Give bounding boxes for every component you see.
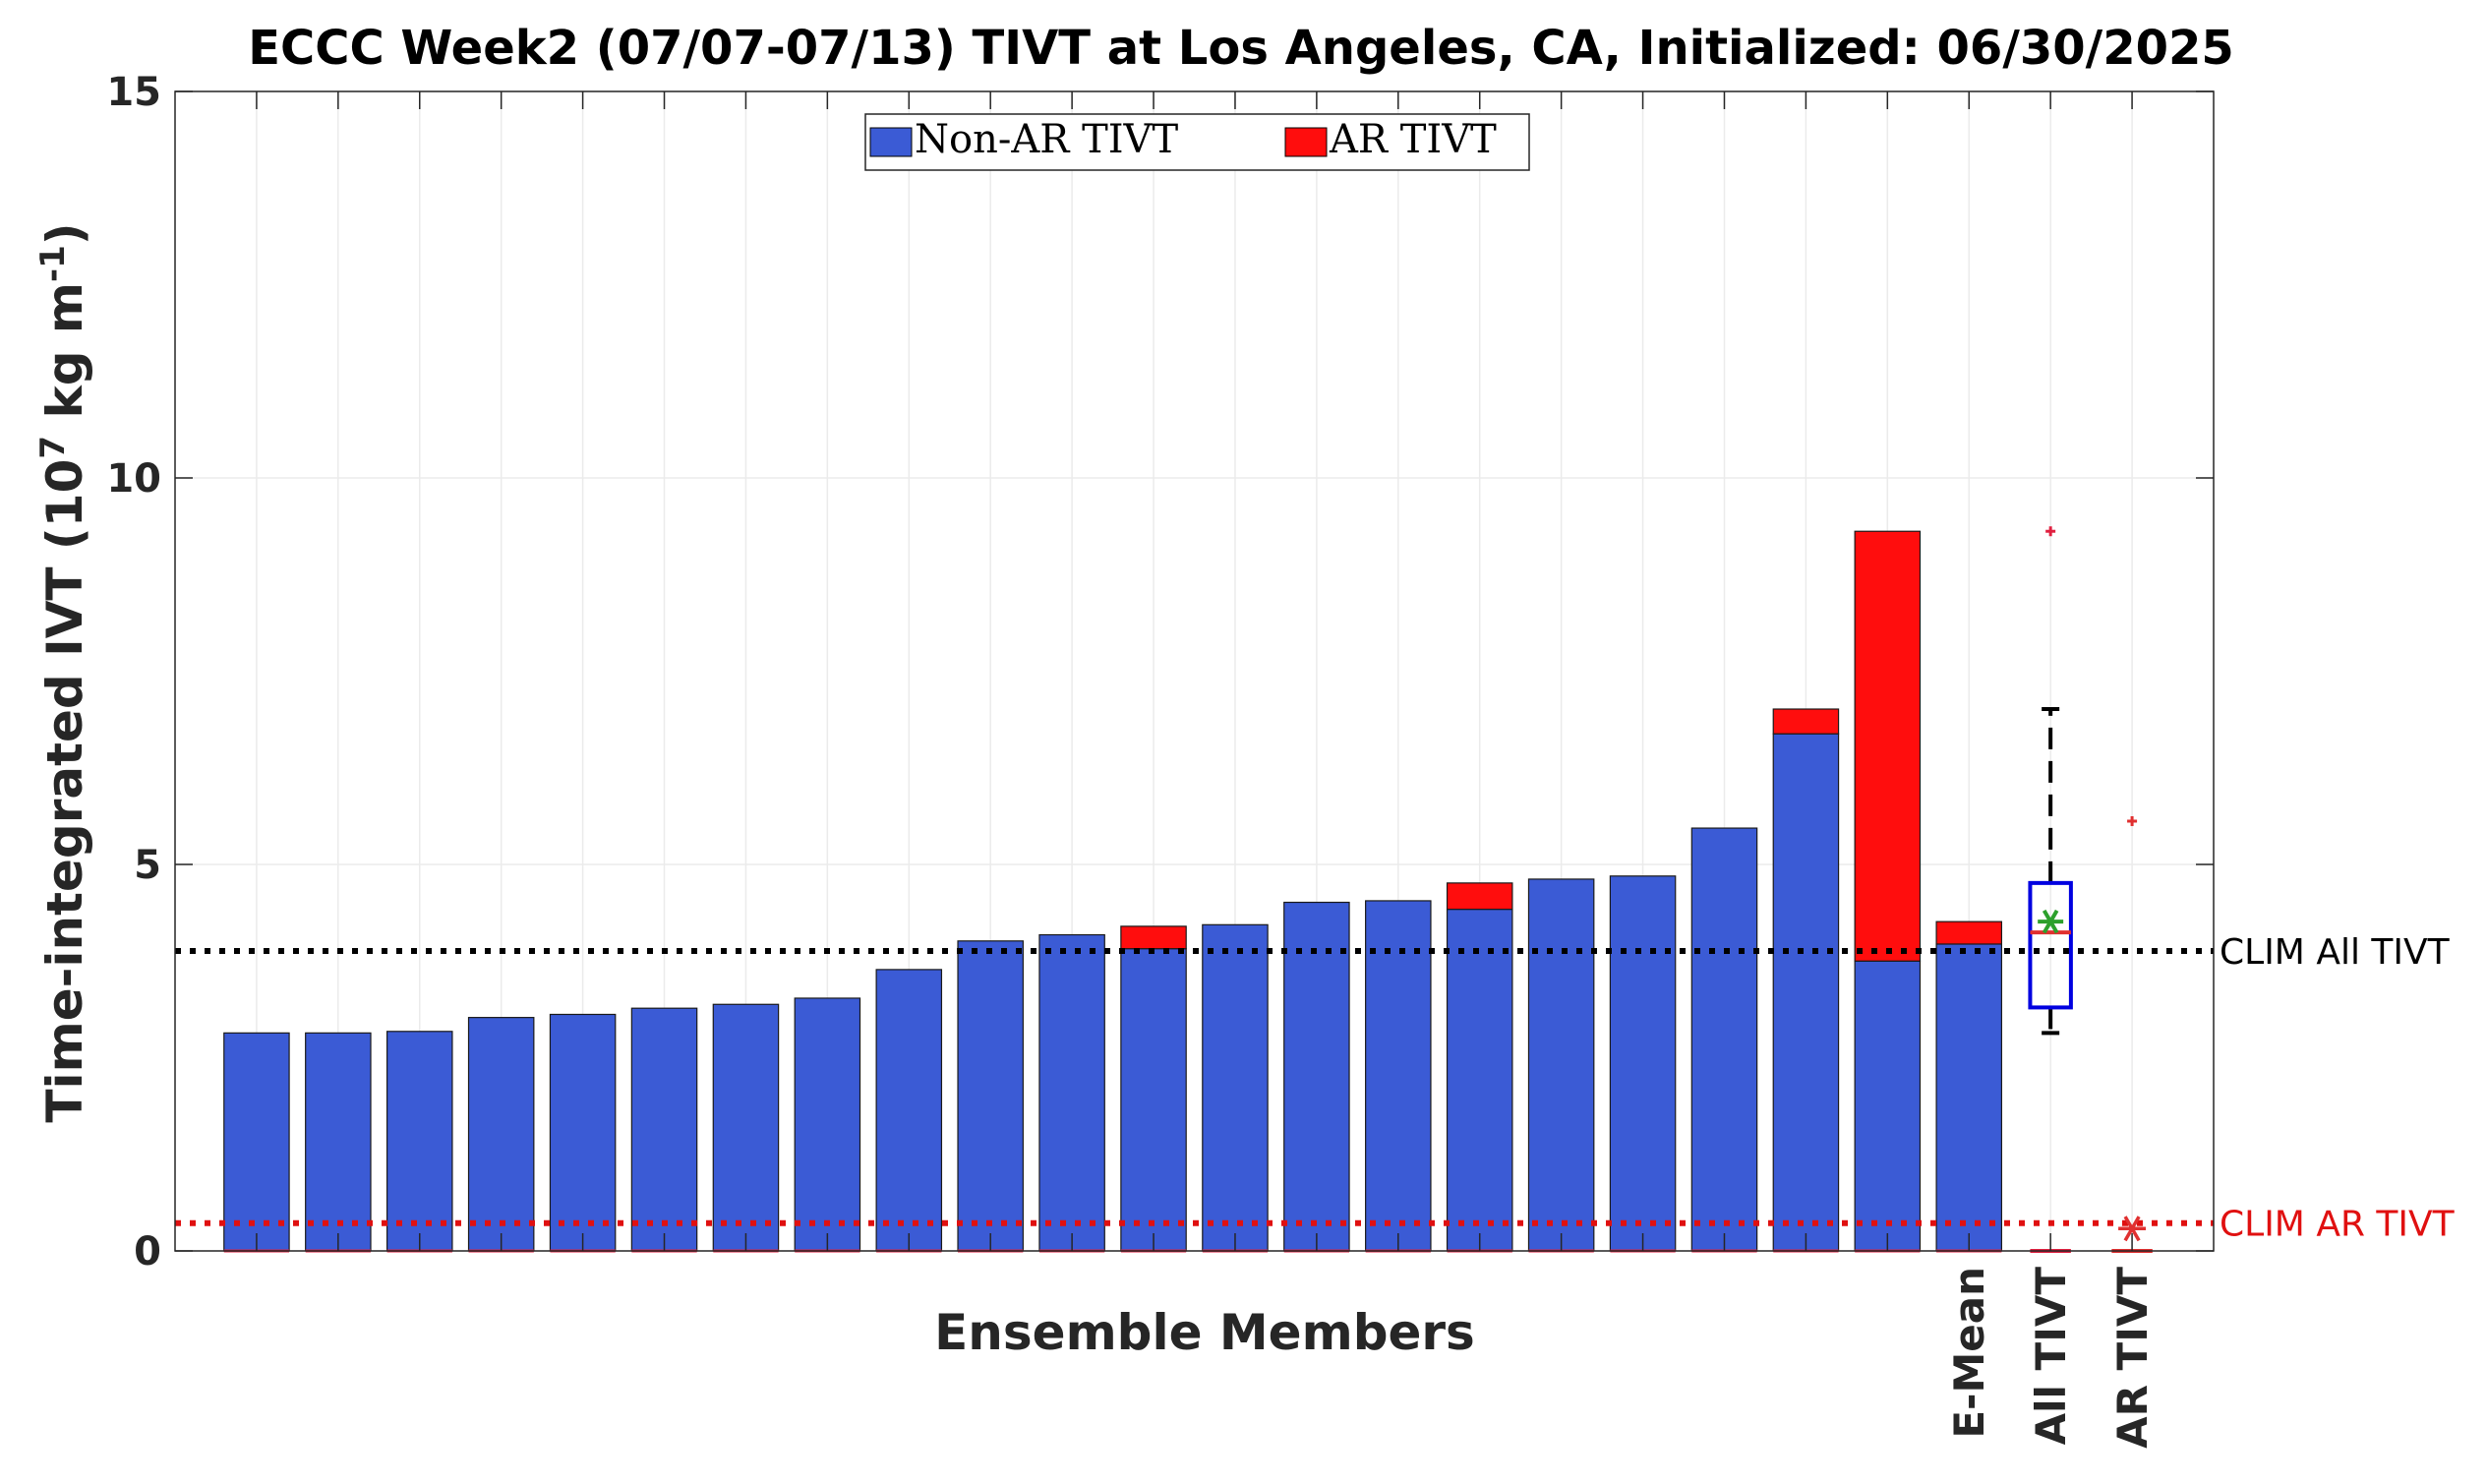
y-axis-label-unit: kg m bbox=[36, 282, 93, 436]
bar-non-ar bbox=[957, 940, 1024, 1252]
plot-frame bbox=[174, 90, 2215, 1252]
reference-line-label: CLIM All TIVT bbox=[2220, 932, 2451, 973]
y-axis-label-exponent: 7 bbox=[33, 436, 73, 459]
bars bbox=[223, 530, 2003, 1253]
legend: Non-AR TIVT AR TIVT bbox=[864, 113, 1530, 171]
y-axis-label-unit-exponent: -1 bbox=[33, 245, 73, 282]
bar-non-ar bbox=[630, 1007, 698, 1252]
chart-title: ECCC Week2 (07/07-07/13) TIVT at Los Ang… bbox=[248, 21, 2234, 76]
bar-non-ar bbox=[875, 969, 943, 1252]
ar-boxplot-mean-marker bbox=[2118, 1216, 2147, 1242]
bar-non-ar bbox=[1446, 908, 1513, 1252]
y-tick-label: 5 bbox=[134, 843, 161, 888]
bar-non-ar bbox=[1038, 933, 1105, 1252]
y-tick-label: 10 bbox=[106, 456, 161, 502]
bar-non-ar bbox=[549, 1013, 617, 1252]
y-tick-label: 15 bbox=[106, 70, 161, 115]
legend-swatch-ar bbox=[1284, 127, 1328, 157]
bar-non-ar bbox=[1772, 733, 1840, 1252]
bar-non-ar bbox=[1935, 943, 2003, 1252]
bar-ar bbox=[1120, 925, 1187, 950]
bar-non-ar bbox=[794, 997, 861, 1252]
bar-non-ar bbox=[1120, 948, 1187, 1252]
boxplot-mean-marker bbox=[2038, 909, 2064, 934]
reference-lines: CLIM All TIVT CLIM AR TIVT bbox=[175, 932, 2456, 1245]
legend-label-ar: AR TIVT bbox=[1329, 117, 1497, 162]
category-label: All TIVT bbox=[2027, 1267, 2075, 1446]
y-tick-label: 0 bbox=[134, 1229, 161, 1275]
bar-non-ar bbox=[712, 1003, 780, 1252]
x-axis-label: Ensemble Members bbox=[934, 1304, 1475, 1361]
y-axis-label-main: Time-integrated IVT (10 bbox=[36, 459, 93, 1123]
bar-non-ar bbox=[1854, 960, 1922, 1252]
bar-non-ar bbox=[385, 1031, 453, 1252]
axis-ticks: 0 5 10 15 bbox=[106, 70, 2214, 1275]
bar-non-ar bbox=[223, 1032, 290, 1252]
bar-ar bbox=[1772, 708, 1840, 735]
boxplot-box bbox=[2028, 880, 2073, 1010]
boxplots bbox=[2028, 526, 2153, 1253]
legend-swatch-non-ar bbox=[869, 127, 913, 157]
bar-ar bbox=[1854, 530, 1922, 962]
bar-non-ar bbox=[1283, 901, 1350, 1252]
star-stroke bbox=[2123, 1216, 2141, 1242]
category-label: AR TIVT bbox=[2108, 1267, 2157, 1449]
y-axis-label-end: ) bbox=[36, 222, 93, 245]
legend-box bbox=[864, 113, 1530, 171]
bar-ar bbox=[1446, 882, 1513, 911]
bar-non-ar bbox=[467, 1017, 535, 1252]
bar-ar bbox=[1935, 920, 2003, 945]
bar-non-ar bbox=[1690, 827, 1758, 1252]
bar-non-ar bbox=[1365, 900, 1432, 1252]
y-axis-label: Time-integrated IVT (107 kg m-1) bbox=[33, 222, 93, 1122]
category-label: E-Mean bbox=[1945, 1267, 1993, 1439]
bar-non-ar bbox=[1202, 923, 1269, 1252]
bar-non-ar bbox=[1609, 875, 1677, 1252]
legend-label-non-ar: Non-AR TIVT bbox=[915, 117, 1178, 162]
star-stroke bbox=[2042, 909, 2059, 934]
category-labels: E-Mean All TIVT AR TIVT bbox=[1945, 1267, 2157, 1449]
reference-line-label: CLIM AR TIVT bbox=[2220, 1205, 2456, 1245]
bar-non-ar bbox=[1527, 878, 1595, 1252]
bar-non-ar bbox=[305, 1032, 372, 1252]
